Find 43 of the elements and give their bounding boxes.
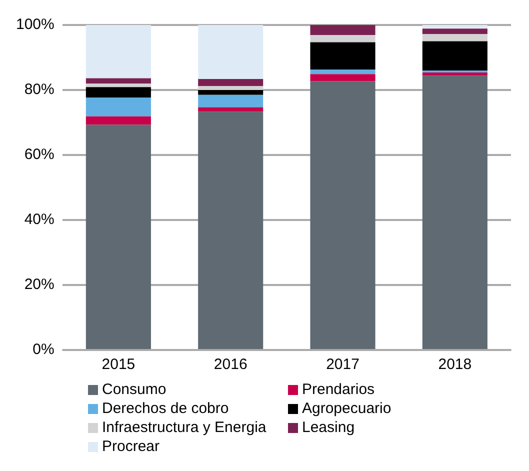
bar xyxy=(198,78,264,86)
bar xyxy=(422,76,488,349)
y-tick-label: 40% xyxy=(24,211,54,228)
bar xyxy=(422,41,488,70)
bar xyxy=(422,72,488,76)
legend-label: Infraestructura y Energia xyxy=(102,418,266,437)
x-tick-label: 2015 xyxy=(102,356,136,374)
bar xyxy=(86,124,151,349)
x-tick-label: 2017 xyxy=(326,356,360,374)
bar xyxy=(86,84,151,88)
y-tick-label: 20% xyxy=(24,276,54,294)
bar xyxy=(422,28,488,34)
bar xyxy=(198,94,264,108)
bar xyxy=(422,25,488,29)
legend-label: Derechos de cobro xyxy=(102,399,229,418)
legend-label: Agropecuario xyxy=(302,399,392,418)
legend-label: Procrear xyxy=(102,437,160,456)
y-tick-label: 100% xyxy=(16,16,54,34)
legend-label: Leasing xyxy=(302,418,355,437)
bar xyxy=(310,70,376,74)
bar xyxy=(310,74,376,82)
bar xyxy=(422,34,488,42)
bar xyxy=(310,81,376,349)
legend-label: Consumo xyxy=(102,380,166,399)
bar xyxy=(198,86,264,90)
bar xyxy=(310,42,376,70)
y-tick-label: 80% xyxy=(24,81,54,98)
bar xyxy=(198,25,264,79)
x-tick-label: 2016 xyxy=(214,356,248,374)
bar xyxy=(198,112,264,349)
bar xyxy=(86,25,151,78)
bar xyxy=(310,25,376,36)
y-tick-label: 60% xyxy=(24,146,54,164)
x-tick-label: 2018 xyxy=(438,356,472,374)
bar xyxy=(86,116,151,125)
bar xyxy=(310,35,376,42)
bar xyxy=(198,90,264,95)
legend-label: Prendarios xyxy=(302,380,375,399)
bar xyxy=(86,97,151,116)
bar xyxy=(86,87,151,98)
y-tick-label: 0% xyxy=(32,341,54,358)
bar xyxy=(198,107,264,112)
bar xyxy=(86,78,151,84)
